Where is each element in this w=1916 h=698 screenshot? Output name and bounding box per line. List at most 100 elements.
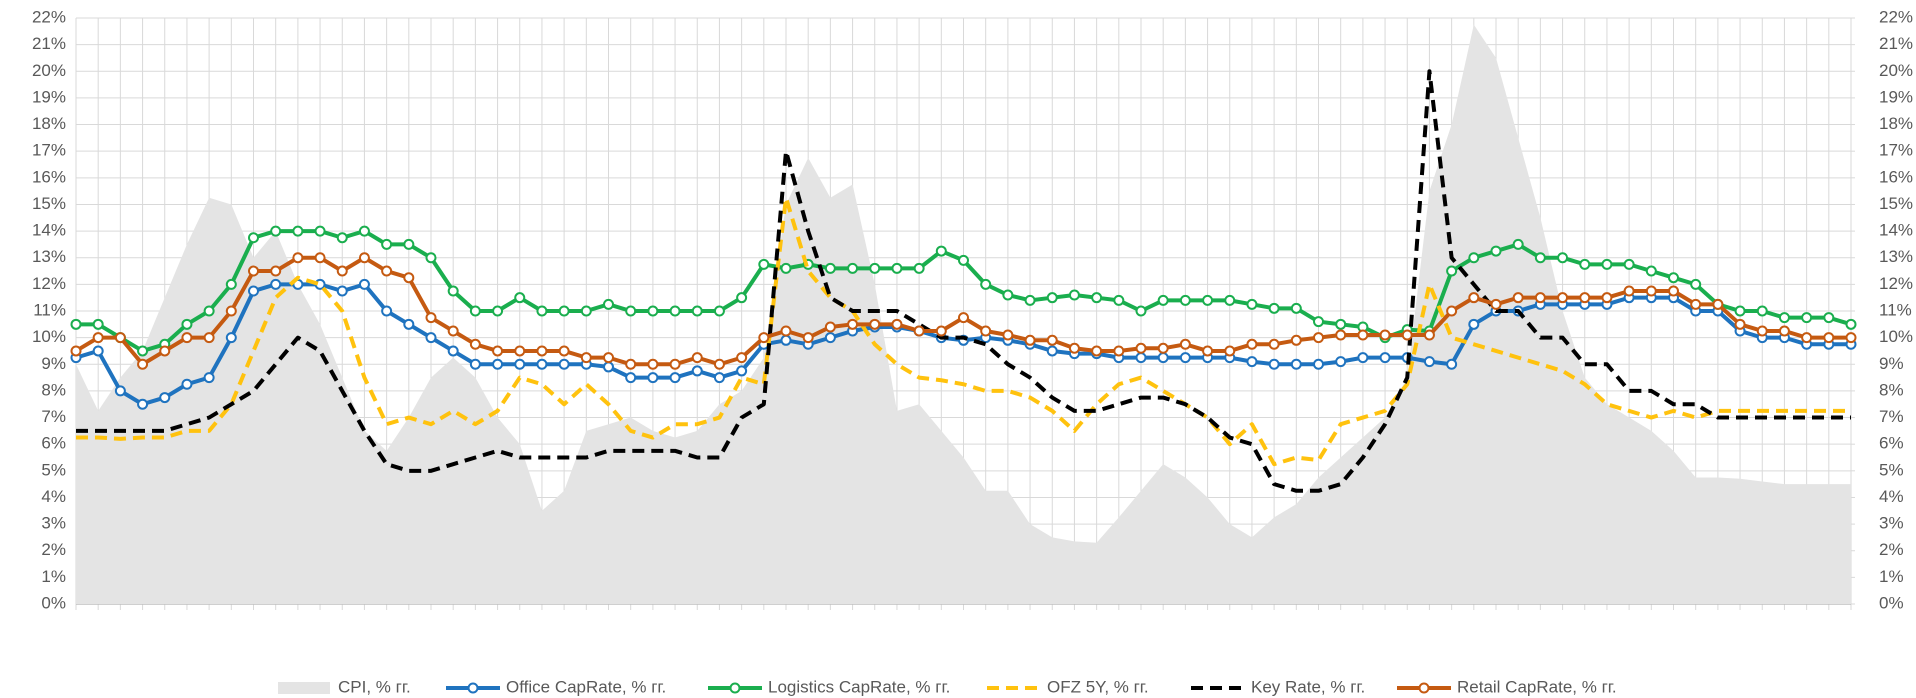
marker [1423,356,1435,368]
marker [891,262,903,274]
legend-marker [729,682,741,694]
marker [1801,312,1813,324]
y2-tick-label: 2% [1879,540,1904,559]
marker [1268,358,1280,370]
marker [492,305,504,317]
marker [1357,352,1369,364]
marker [1778,325,1790,337]
marker [1734,318,1746,330]
marker [1712,298,1724,310]
legend-label: Logistics CapRate, % гг. [768,677,950,696]
marker [1468,292,1480,304]
marker [1202,345,1214,357]
legend-label: OFZ 5Y, % гг. [1047,677,1149,696]
y-tick-label: 10% [32,327,66,346]
marker [292,252,304,264]
marker [869,262,881,274]
marker [358,252,370,264]
y2-tick-label: 10% [1879,327,1913,346]
marker [736,292,748,304]
marker [1046,292,1058,304]
marker [403,318,415,330]
marker [1512,238,1524,250]
marker [314,252,326,264]
marker [625,305,637,317]
marker [1002,329,1014,341]
y-tick-label: 12% [32,274,66,293]
marker [1024,334,1036,346]
marker [381,305,393,317]
marker [713,358,725,370]
marker [469,305,481,317]
y2-tick-label: 12% [1879,274,1913,293]
marker [181,332,193,344]
marker [1313,358,1324,370]
legend-marker [1418,682,1430,694]
marker [1246,298,1258,310]
marker [1645,265,1657,277]
marker [935,245,947,257]
marker [847,262,859,274]
marker [1246,338,1258,350]
marker [1446,305,1458,317]
marker [558,345,570,357]
marker [1335,356,1347,368]
marker [1778,312,1790,324]
marker [935,325,947,337]
marker [824,321,836,333]
y2-tick-label: 18% [1879,114,1913,133]
marker [758,258,770,270]
marker [1823,332,1835,344]
marker [70,318,82,330]
y-tick-label: 15% [32,194,66,213]
marker [114,385,126,397]
marker [536,345,548,357]
marker [1490,298,1502,310]
marker [1601,258,1613,270]
marker [492,345,504,357]
marker [1091,292,1103,304]
y-tick-label: 9% [41,354,66,373]
marker [1179,294,1191,306]
marker [1157,352,1169,364]
marker [891,318,903,330]
marker [92,332,104,344]
marker [780,334,792,346]
marker [1357,329,1369,341]
marker [780,325,792,337]
marker [1157,294,1169,306]
marker [137,358,149,370]
marker [314,225,326,237]
y-tick-label: 14% [32,221,66,240]
y2-tick-label: 7% [1879,407,1904,426]
marker [647,305,659,317]
marker [669,372,681,384]
marker [1179,352,1191,364]
marker [1179,338,1191,350]
y-tick-label: 18% [32,114,66,133]
y2-tick-label: 20% [1879,61,1913,80]
legend-label: Key Rate, % гг. [1251,677,1365,696]
marker [1845,332,1857,344]
marker [780,262,792,274]
marker [1135,342,1147,354]
marker [580,305,592,317]
marker [758,332,770,344]
marker [869,318,881,330]
marker [913,325,925,337]
y2-tick-label: 22% [1879,7,1913,26]
marker [603,361,614,373]
marker [1468,318,1480,330]
legend-label: Retail CapRate, % гг. [1457,677,1617,696]
marker [203,372,215,384]
y-tick-label: 4% [41,487,66,506]
y2-tick-label: 0% [1879,593,1904,612]
marker [270,265,282,277]
y2-tick-label: 4% [1879,487,1904,506]
marker [1401,329,1413,341]
marker [159,345,171,357]
marker [1690,278,1702,290]
marker [802,332,814,344]
y2-tick-label: 16% [1879,167,1913,186]
